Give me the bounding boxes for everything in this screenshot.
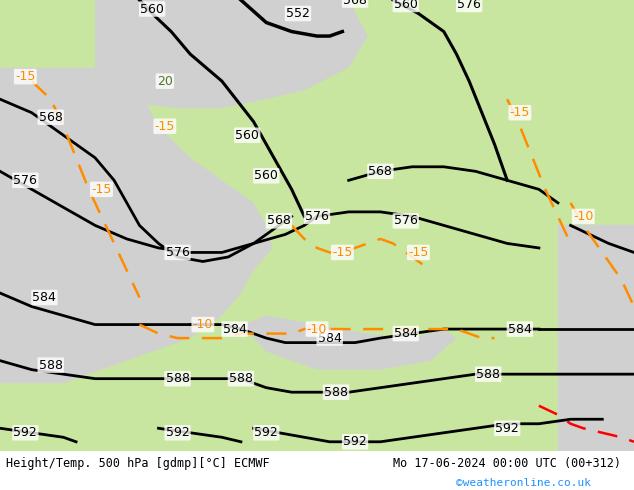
Text: 20: 20 (157, 74, 173, 88)
Text: 584: 584 (394, 327, 418, 340)
Text: 588: 588 (229, 372, 253, 385)
Text: -15: -15 (510, 106, 530, 119)
Text: 584: 584 (32, 291, 56, 304)
Text: 592: 592 (343, 435, 367, 448)
Text: 588: 588 (324, 386, 348, 399)
Text: Mo 17-06-2024 00:00 UTC (00+312): Mo 17-06-2024 00:00 UTC (00+312) (393, 457, 621, 469)
Text: 560: 560 (254, 170, 278, 182)
Text: 568: 568 (267, 215, 291, 227)
Text: -15: -15 (408, 246, 429, 259)
Text: 576: 576 (165, 246, 190, 259)
Text: 584: 584 (508, 322, 532, 336)
Text: 576: 576 (394, 215, 418, 227)
Text: 552: 552 (286, 7, 310, 20)
Text: -10: -10 (307, 322, 327, 336)
Text: 560: 560 (140, 2, 164, 16)
Text: 584: 584 (318, 332, 342, 344)
Text: 588: 588 (39, 359, 63, 371)
Text: ©weatheronline.co.uk: ©weatheronline.co.uk (456, 478, 592, 488)
Text: 592: 592 (254, 426, 278, 439)
Text: 588: 588 (165, 372, 190, 385)
Text: 592: 592 (165, 426, 190, 439)
Text: 568: 568 (368, 165, 392, 178)
Text: 592: 592 (13, 426, 37, 439)
Text: 576: 576 (457, 0, 481, 11)
Text: 588: 588 (476, 368, 500, 381)
Text: -10: -10 (193, 318, 213, 331)
Text: Height/Temp. 500 hPa [gdmp][°C] ECMWF: Height/Temp. 500 hPa [gdmp][°C] ECMWF (6, 457, 270, 469)
Bar (558, 225, 634, 451)
Text: -15: -15 (15, 70, 36, 83)
Text: -15: -15 (332, 246, 353, 259)
Text: 584: 584 (223, 322, 247, 336)
Text: 576: 576 (13, 174, 37, 187)
Text: -15: -15 (91, 183, 112, 196)
Text: 592: 592 (495, 422, 519, 435)
Polygon shape (241, 316, 456, 369)
Text: -15: -15 (155, 120, 175, 133)
Text: 568: 568 (343, 0, 367, 6)
Text: 568: 568 (39, 111, 63, 123)
Text: 560: 560 (394, 0, 418, 11)
Text: -10: -10 (573, 210, 593, 223)
Polygon shape (95, 0, 368, 108)
Text: 576: 576 (305, 210, 329, 223)
Text: 560: 560 (235, 129, 259, 142)
Polygon shape (0, 68, 273, 383)
